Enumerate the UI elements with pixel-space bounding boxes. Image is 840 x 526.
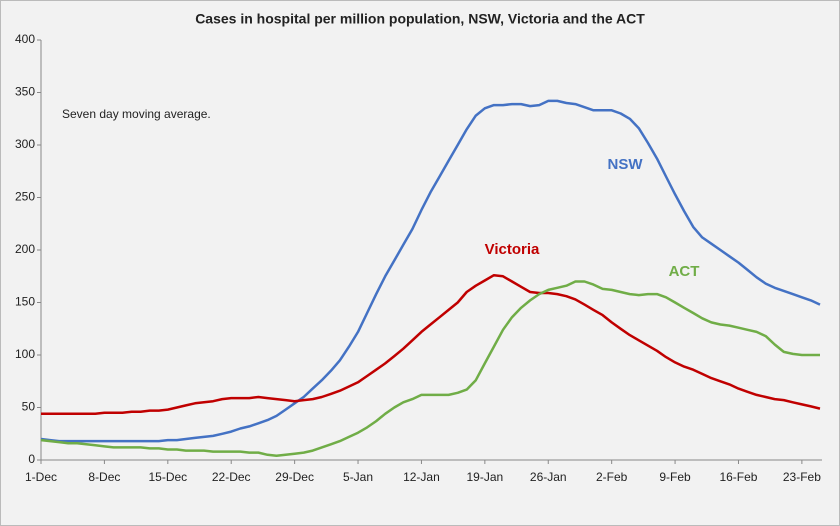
chart-title: Cases in hospital per million population… <box>195 11 645 27</box>
x-tick-label: 22-Dec <box>212 470 251 484</box>
y-tick-label: 400 <box>15 32 35 46</box>
y-tick-label: 150 <box>15 295 35 309</box>
y-tick-label: 200 <box>15 242 35 256</box>
x-tick-label: 29-Dec <box>275 470 314 484</box>
x-tick-label: 15-Dec <box>148 470 187 484</box>
series-line <box>40 280 820 458</box>
series-label: Victoria <box>485 241 540 258</box>
x-tick-label: 5-Jan <box>343 470 373 484</box>
series-label: ACT <box>669 263 700 280</box>
y-tick-label: 50 <box>22 400 36 414</box>
y-tick-label: 100 <box>15 347 35 361</box>
x-tick-label: 8-Dec <box>88 470 120 484</box>
y-tick-label: 0 <box>28 452 35 466</box>
x-tick-label: 23-Feb <box>783 470 821 484</box>
x-tick-label: 9-Feb <box>659 470 691 484</box>
annotation: Seven day moving average. <box>62 107 211 121</box>
series-line <box>40 99 821 443</box>
y-tick-label: 350 <box>15 85 35 99</box>
x-tick-label: 2-Feb <box>596 470 628 484</box>
series-label: NSW <box>608 156 644 173</box>
x-tick-label: 12-Jan <box>403 470 440 484</box>
x-tick-label: 19-Jan <box>466 470 503 484</box>
x-tick-label: 16-Feb <box>719 470 757 484</box>
y-tick-label: 250 <box>15 190 35 204</box>
series-line <box>41 273 821 416</box>
x-tick-label: 1-Dec <box>25 470 57 484</box>
x-tick-label: 26-Jan <box>530 470 567 484</box>
y-tick-label: 300 <box>15 137 35 151</box>
